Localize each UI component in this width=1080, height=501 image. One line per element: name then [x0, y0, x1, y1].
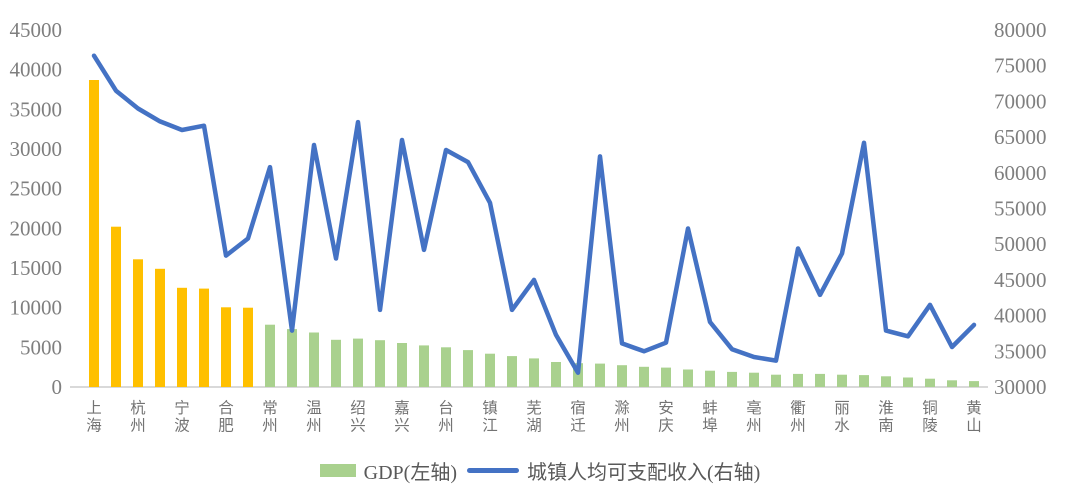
gdp-bar [155, 268, 165, 387]
gdp-bar [617, 365, 627, 387]
gdp-bar [199, 288, 209, 387]
gdp-bar [309, 332, 319, 387]
left-axis-tick: 5000 [20, 335, 62, 359]
gdp-bar [947, 380, 957, 387]
gdp-bar [133, 259, 143, 387]
x-axis-label: 黄山 [966, 399, 982, 435]
gdp-bar [221, 307, 231, 387]
gdp-bar [837, 374, 847, 387]
x-axis-label: 亳州 [746, 399, 762, 435]
gdp-bar [265, 324, 275, 387]
x-axis-label: 宿迁 [570, 399, 586, 435]
gdp-bar [661, 367, 671, 387]
x-axis-label: 嘉兴 [394, 399, 410, 435]
gdp-bar [441, 347, 451, 387]
x-axis-label: 合肥 [218, 399, 234, 435]
left-axis-tick: 15000 [10, 256, 63, 280]
gdp-bar [353, 338, 363, 387]
left-axis-tick: 10000 [10, 296, 63, 320]
left-axis-tick: 30000 [10, 137, 63, 161]
x-axis-label: 芜湖 [526, 399, 542, 435]
x-axis-label: 衢州 [790, 399, 806, 435]
gdp-bar [111, 226, 121, 387]
x-axis-label: 淮南 [878, 399, 894, 435]
x-axis-label: 宁波 [174, 399, 190, 435]
legend-label-income: 城镇人均可支配收入(右轴) [527, 462, 761, 484]
right-axis-tick: 70000 [994, 89, 1047, 113]
x-axis-label: 丽水 [834, 400, 850, 435]
gdp-bar [881, 376, 891, 387]
right-axis-tick: 35000 [994, 339, 1047, 363]
x-axis-label: 温州 [306, 399, 322, 435]
right-axis-tick: 60000 [994, 161, 1047, 185]
right-axis-tick: 30000 [994, 375, 1047, 399]
x-axis-label: 杭州 [130, 399, 146, 435]
right-axis-tick: 65000 [994, 125, 1047, 149]
x-axis-label: 安庆 [658, 399, 674, 435]
gdp-bar [793, 373, 803, 387]
gdp-bar [375, 340, 385, 387]
x-axis-label: 绍兴 [350, 399, 366, 435]
x-axis-label: 常州 [262, 399, 278, 435]
gdp-bar [903, 377, 913, 387]
gdp-bar [529, 358, 539, 387]
gdp-bar [925, 378, 935, 387]
income-line-icon [467, 468, 519, 473]
x-axis-label: 滁州 [614, 399, 630, 435]
right-axis-tick: 50000 [994, 232, 1047, 256]
right-axis-tick: 55000 [994, 197, 1047, 221]
left-axis-tick: 0 [52, 375, 63, 399]
right-axis-tick: 40000 [994, 304, 1047, 328]
x-axis-label: 蚌埠 [702, 399, 718, 435]
x-axis-label: 铜陵 [922, 399, 938, 435]
left-axis-tick: 40000 [10, 58, 63, 82]
gdp-bar [243, 307, 253, 387]
gdp-swatch-icon [319, 464, 356, 477]
gdp-bar [507, 356, 517, 387]
income-line [91, 53, 977, 375]
gdp-bar [595, 363, 605, 387]
gdp-bar [683, 369, 693, 387]
right-axis-tick: 75000 [994, 54, 1047, 78]
legend-item-gdp: GDP(左轴) [319, 456, 457, 485]
gdp-bar [573, 363, 583, 387]
left-axis-tick: 20000 [10, 216, 63, 240]
gdp-bar [551, 362, 561, 387]
left-axis-tick: 35000 [10, 97, 63, 121]
gdp-bar [639, 366, 649, 387]
x-axis-label: 台州 [438, 399, 454, 435]
gdp-bar [771, 374, 781, 387]
gdp-bar [815, 373, 825, 387]
x-axis-label: 上海 [86, 399, 102, 435]
right-axis-tick: 80000 [994, 18, 1047, 42]
gdp-bar [749, 372, 759, 387]
right-axis-tick: 45000 [994, 268, 1047, 292]
legend-item-income: 城镇人均可支配收入(右轴) [467, 456, 760, 485]
gdp-bar [463, 350, 473, 387]
gdp-bar [331, 339, 341, 387]
gdp-bar [397, 343, 407, 387]
gdp-bar [287, 329, 297, 387]
x-axis-label: 镇江 [482, 399, 498, 435]
gdp-bar [177, 287, 187, 387]
gdp-bar [969, 381, 979, 387]
legend-label-gdp: GDP(左轴) [363, 462, 457, 484]
left-axis-tick: 45000 [10, 18, 63, 42]
gdp-bar [727, 371, 737, 387]
gdp-bar [859, 375, 869, 387]
gdp-bar [89, 80, 99, 387]
gdp-bar [705, 370, 715, 387]
gdp-bar [485, 353, 495, 387]
left-axis-tick: 25000 [10, 177, 63, 201]
gdp-bar [419, 345, 429, 387]
chart-canvas: 0 5000 10000 15000 20000 25000 30000 35000 40000… [10, 18, 1047, 435]
chart-legend: GDP(左轴) 城镇人均可支配收入(右轴) [0, 456, 1080, 485]
